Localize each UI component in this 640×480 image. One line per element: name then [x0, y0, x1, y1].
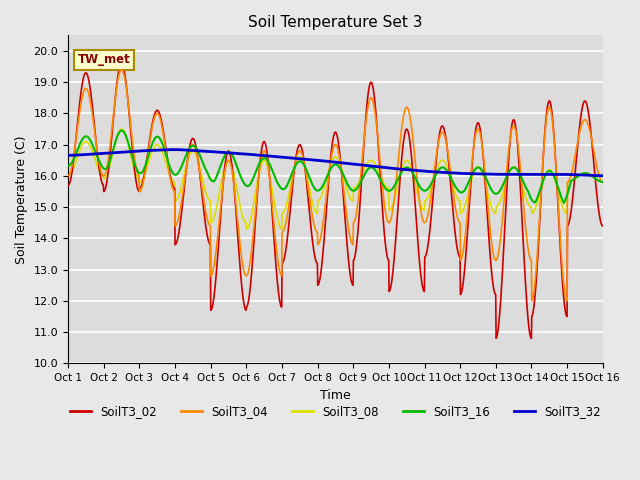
SoilT3_16 — [118, 128, 125, 133]
SoilT3_32 — [170, 147, 177, 153]
SoilT3_08 — [118, 126, 125, 132]
SoilT3_16 — [312, 187, 320, 192]
SoilT3_02 — [118, 60, 125, 66]
Line: SoilT3_32: SoilT3_32 — [68, 150, 603, 176]
SoilT3_32 — [106, 150, 113, 156]
SoilT3_08 — [292, 161, 300, 167]
SoilT3_16 — [128, 151, 136, 157]
SoilT3_02 — [291, 159, 299, 165]
SoilT3_32 — [291, 156, 299, 161]
SoilT3_16 — [291, 163, 299, 169]
SoilT3_16 — [560, 200, 568, 206]
SoilT3_02 — [599, 223, 607, 229]
SoilT3_04 — [106, 148, 113, 154]
SoilT3_32 — [312, 157, 320, 163]
SoilT3_32 — [303, 156, 310, 162]
SoilT3_08 — [64, 173, 72, 179]
SoilT3_02 — [128, 137, 136, 143]
SoilT3_16 — [369, 165, 376, 170]
SoilT3_02 — [527, 336, 535, 341]
SoilT3_04 — [291, 160, 299, 166]
SoilT3_02 — [106, 159, 113, 165]
SoilT3_04 — [312, 228, 320, 233]
Y-axis label: Soil Temperature (C): Soil Temperature (C) — [15, 135, 28, 264]
Line: SoilT3_08: SoilT3_08 — [68, 129, 603, 229]
SoilT3_32 — [599, 173, 607, 179]
Text: TW_met: TW_met — [77, 53, 131, 66]
SoilT3_32 — [369, 163, 376, 169]
Title: Soil Temperature Set 3: Soil Temperature Set 3 — [248, 15, 422, 30]
SoilT3_16 — [303, 167, 310, 172]
SoilT3_02 — [64, 182, 72, 188]
SoilT3_08 — [303, 173, 310, 179]
SoilT3_04 — [369, 97, 376, 103]
SoilT3_08 — [243, 226, 250, 232]
SoilT3_04 — [64, 173, 72, 179]
SoilT3_16 — [64, 163, 72, 168]
X-axis label: Time: Time — [320, 389, 351, 402]
SoilT3_04 — [599, 180, 607, 185]
SoilT3_08 — [369, 158, 377, 164]
SoilT3_04 — [128, 130, 136, 136]
SoilT3_08 — [312, 210, 320, 216]
SoilT3_02 — [312, 258, 320, 264]
SoilT3_08 — [128, 156, 136, 162]
SoilT3_02 — [369, 83, 376, 89]
SoilT3_04 — [303, 172, 310, 178]
SoilT3_02 — [303, 178, 310, 183]
SoilT3_08 — [599, 180, 607, 185]
Legend: SoilT3_02, SoilT3_04, SoilT3_08, SoilT3_16, SoilT3_32: SoilT3_02, SoilT3_04, SoilT3_08, SoilT3_… — [65, 401, 605, 423]
Line: SoilT3_04: SoilT3_04 — [68, 70, 603, 301]
Line: SoilT3_02: SoilT3_02 — [68, 63, 603, 338]
SoilT3_32 — [127, 149, 135, 155]
SoilT3_04 — [118, 67, 125, 72]
SoilT3_08 — [106, 165, 113, 170]
SoilT3_32 — [64, 153, 72, 158]
SoilT3_04 — [563, 298, 571, 304]
Line: SoilT3_16: SoilT3_16 — [68, 131, 603, 203]
SoilT3_16 — [106, 159, 113, 165]
SoilT3_16 — [599, 179, 607, 185]
